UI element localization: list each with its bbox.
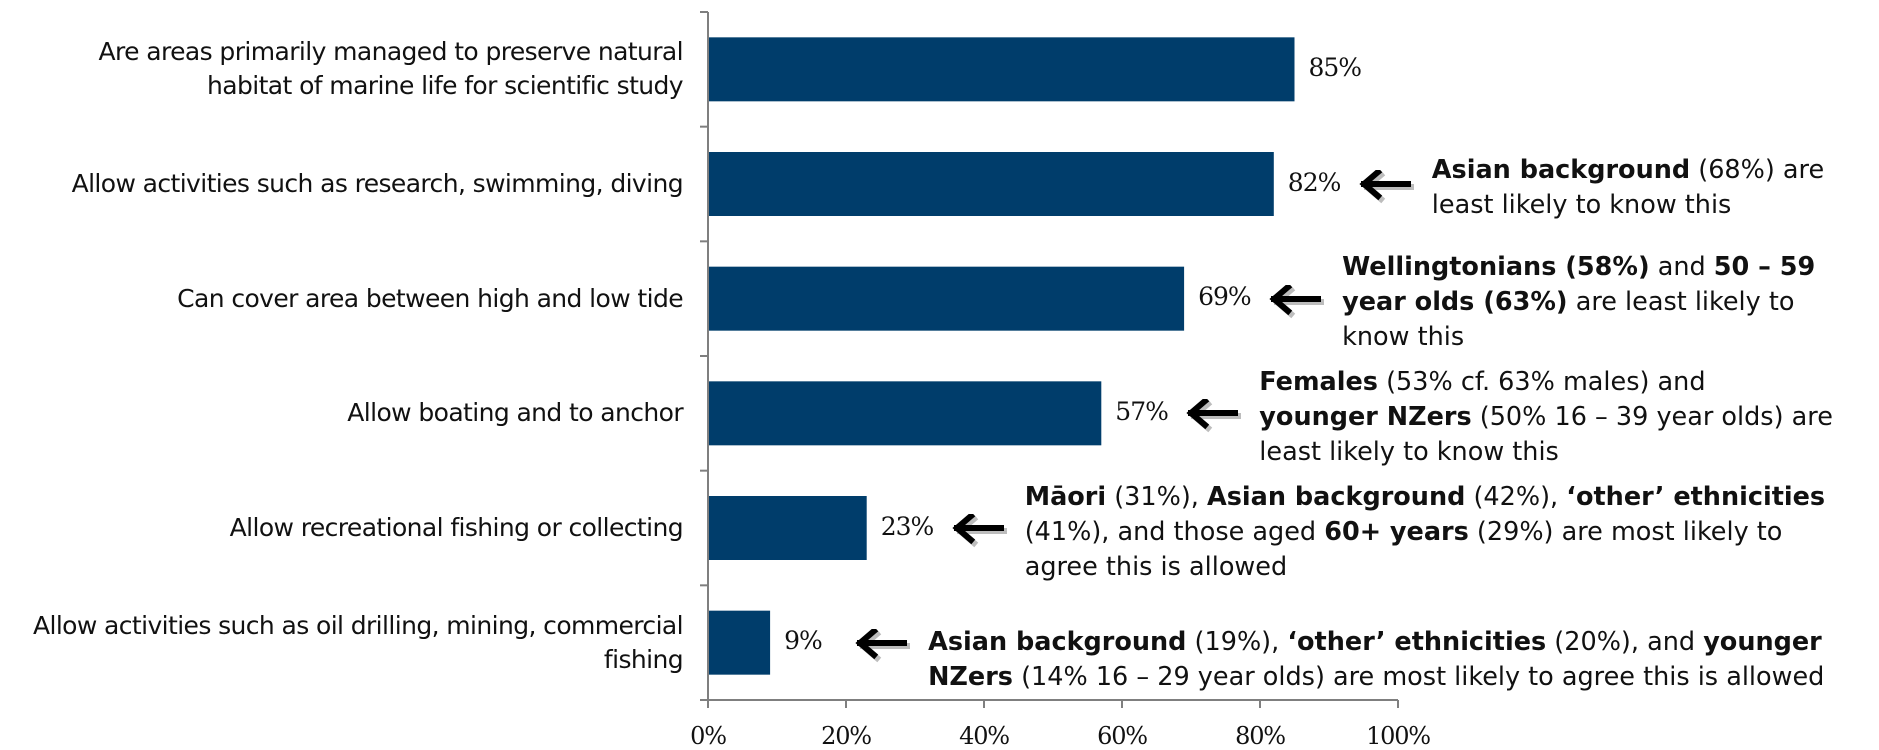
x-tick-label: 100% <box>1366 722 1431 750</box>
annotation-bold-text: Females <box>1259 366 1378 397</box>
x-tick-label: 60% <box>1097 722 1148 750</box>
x-tick-label: 40% <box>959 722 1010 750</box>
annotation-bold-text: year olds (63%) <box>1342 287 1568 318</box>
annotation-note: Māori (31%), Asian background (42%), ‘ot… <box>1025 480 1825 585</box>
annotation-bold-text: ‘other’ ethnicities <box>1287 626 1547 657</box>
bar <box>708 496 867 560</box>
annotation-text: know this <box>1342 322 1465 353</box>
data-label: 9% <box>784 626 823 656</box>
annotation-text: (42%), <box>1465 481 1567 512</box>
bar <box>708 610 771 675</box>
x-tick-label: 20% <box>821 722 872 750</box>
annotation-text: least likely to know this <box>1431 190 1732 220</box>
annotation-text: (50% 16 – 39 year olds) are <box>1471 401 1833 432</box>
annotation-bold-text: 60+ years <box>1324 516 1469 547</box>
annotation-text: (31%), <box>1106 481 1208 512</box>
annotation-text: (53% cf. 63% males) and <box>1377 366 1706 397</box>
arrow-left-icon <box>1269 284 1325 318</box>
annotation-text: (41%), and those aged <box>1024 516 1325 547</box>
annotation-text: least likely to know this <box>1259 436 1559 467</box>
arrow-left-icon <box>1359 170 1414 204</box>
category-label: Allow activities such as oil drilling, m… <box>32 610 684 674</box>
x-tick-label: 80% <box>1235 722 1286 750</box>
bar <box>708 266 1185 331</box>
x-tick-label: 0% <box>690 722 727 750</box>
category-label: Are areas primarily managed to preserve … <box>98 37 684 101</box>
category-label: Allow activities such as research, swimm… <box>71 169 684 198</box>
annotation-bold-text: 50 – 59 <box>1713 252 1816 283</box>
annotation-note: Females (53% cf. 63% males) and younger N… <box>1259 365 1833 470</box>
bar <box>708 152 1274 216</box>
annotation-text: (20%), and <box>1546 626 1704 657</box>
annotation-text: are least likely to <box>1567 287 1795 318</box>
data-label: 82% <box>1287 167 1342 197</box>
arrow-left-icon <box>952 514 1007 548</box>
bar <box>708 381 1102 446</box>
annotation-text: (68%) are <box>1690 155 1825 185</box>
annotation-bold-text: NZers <box>928 661 1013 692</box>
annotation-bold-text: Māori <box>1024 481 1107 512</box>
data-label: 23% <box>880 511 935 541</box>
arrow-left-icon <box>855 628 911 662</box>
annotation-note: Wellingtonians (58%) and 50 – 59 year old… <box>1342 250 1815 355</box>
annotation-text: (29%) are most likely to <box>1468 516 1783 547</box>
category-label: Allow boating and to anchor <box>347 398 683 428</box>
annotation-text: (14% 16 – 29 year olds) are most likely … <box>1012 661 1825 692</box>
annotation-bold-text: younger <box>1703 626 1822 657</box>
annotation-bold-text: Asian background <box>1431 155 1691 185</box>
annotation-bold-text: Wellingtonians (58%) <box>1342 252 1650 283</box>
data-label: 69% <box>1198 282 1252 312</box>
bars <box>708 37 1295 675</box>
annotation-note: Asian background (19%), ‘other’ ethnicit… <box>928 625 1824 695</box>
annotation-bold-text: ‘other’ ethnicities <box>1566 481 1826 512</box>
annotation-text: and <box>1649 252 1714 283</box>
category-label: Can cover area between high and low tide <box>177 283 683 313</box>
annotation-bold-text: younger NZers <box>1259 401 1472 432</box>
data-label: 85% <box>1308 52 1363 82</box>
category-label: Allow recreational fishing or collecting <box>229 513 684 542</box>
annotation-bold-text: Asian background <box>928 626 1187 657</box>
annotation-bold-text: Asian background <box>1207 481 1466 512</box>
annotation-note: Asian background (68%) are least likely t… <box>1432 153 1824 223</box>
bar <box>708 37 1295 102</box>
axis-ticks <box>700 11 1399 708</box>
annotation-text: agree this is allowed <box>1024 551 1288 582</box>
arrow-left-icon <box>1186 399 1242 433</box>
data-label: 57% <box>1115 396 1169 426</box>
annotation-text: (19%), <box>1186 626 1288 657</box>
